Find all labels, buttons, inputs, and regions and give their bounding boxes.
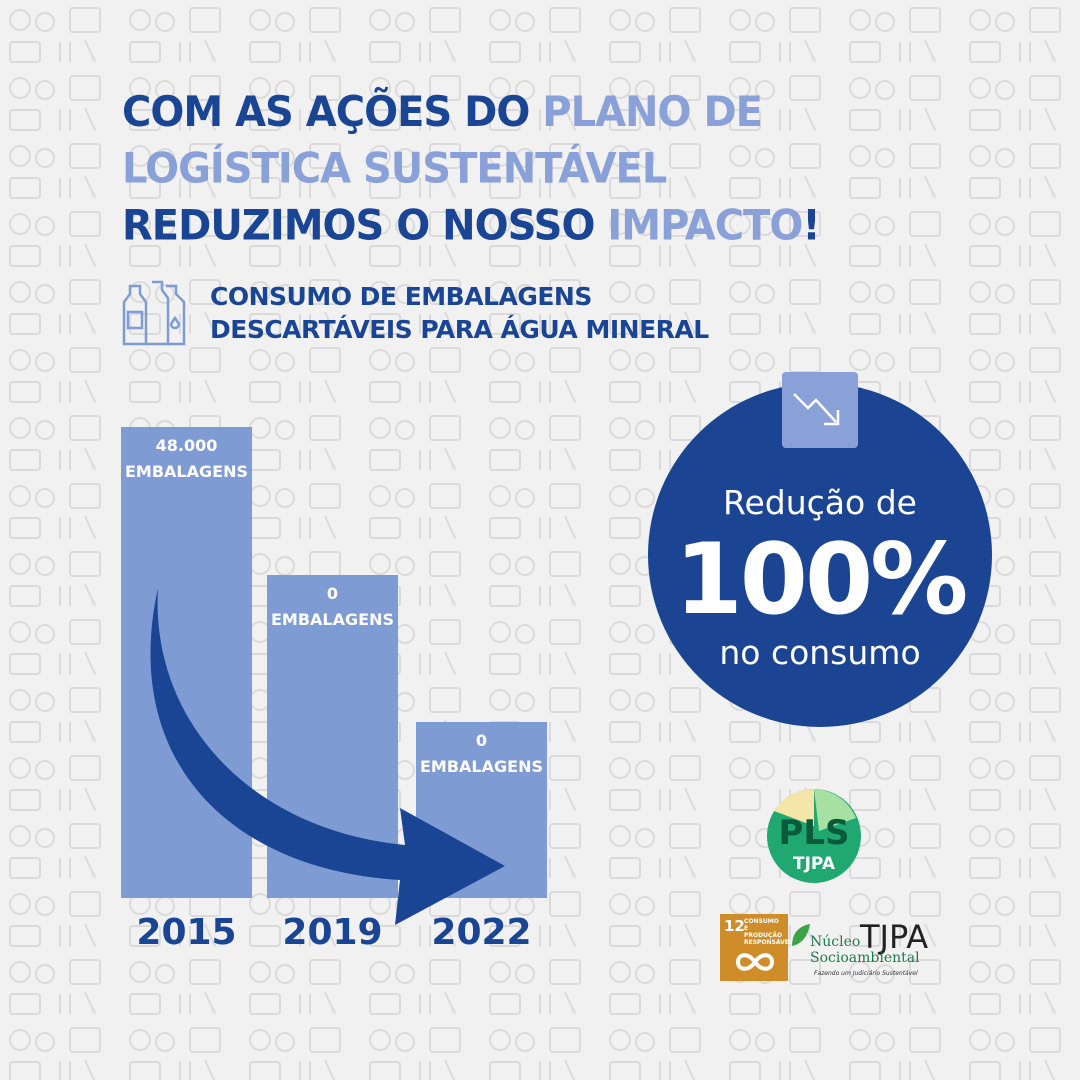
pls-tjpa-logo: PLS TJPA (767, 788, 861, 883)
pls-sub-text: TJPA (793, 854, 836, 874)
headline-text: REDUZIMOS O NOSSO (122, 201, 608, 250)
headline: COM AS AÇÕES DO PLANO DE LOGÍSTICA SUSTE… (122, 84, 821, 254)
ods-12-logo: 12 CONSUMO E PRODUÇÃO RESPONSÁVEIS (720, 914, 796, 981)
nucleo-text: Núcleo (810, 934, 861, 950)
reduction-circle: Redução de 100% no consumo (648, 383, 992, 727)
subtitle-line: CONSUMO DE EMBALAGENS (210, 282, 592, 311)
water-bottles-icon (122, 280, 186, 346)
bar-unit-label: EMBALAGENS (420, 757, 543, 776)
leaf-icon (792, 924, 810, 946)
headline-highlight: IMPACTO (607, 201, 803, 250)
trend-down-icon (793, 393, 840, 426)
year-label: 2019 (282, 912, 383, 953)
pls-text: PLS (778, 813, 849, 853)
bar-value-label: 48.000 (155, 436, 218, 455)
ods-text: CONSUMO E PRODUÇÃO RESPONSÁVEIS (744, 918, 796, 946)
tjpa-text: TJPA (860, 918, 929, 956)
subtitle-line: DESCARTÁVEIS PARA ÁGUA MINERAL (210, 315, 709, 344)
bar-value-label: 0 (326, 584, 339, 603)
chart-subtitle: CONSUMO DE EMBALAGENS DESCARTÁVEIS PARA … (210, 280, 709, 346)
headline-highlight: LOGÍSTICA SUSTENTÁVEL (122, 144, 667, 194)
bar-unit-label: EMBALAGENS (125, 462, 248, 481)
reduction-label: Redução de (723, 483, 917, 522)
reduction-value: 100% (674, 523, 969, 637)
ods-number: 12 (724, 917, 745, 935)
year-label: 2015 (136, 912, 237, 953)
reduction-label: no consumo (719, 633, 921, 672)
tagline-text: Fazendo um Judiciário Sustentável (814, 970, 918, 977)
bar-unit-label: EMBALAGENS (271, 610, 394, 629)
headline-text: ! (802, 201, 820, 250)
year-label: 2022 (431, 912, 532, 953)
headline-highlight: PLANO DE (542, 88, 763, 137)
trend-down-badge (782, 372, 858, 448)
headline-text: COM AS AÇÕES DO (122, 88, 543, 137)
infinity-icon (735, 953, 775, 971)
socioambiental-text: Socioambiental (810, 950, 920, 966)
bar-value-label: 0 (475, 731, 488, 750)
